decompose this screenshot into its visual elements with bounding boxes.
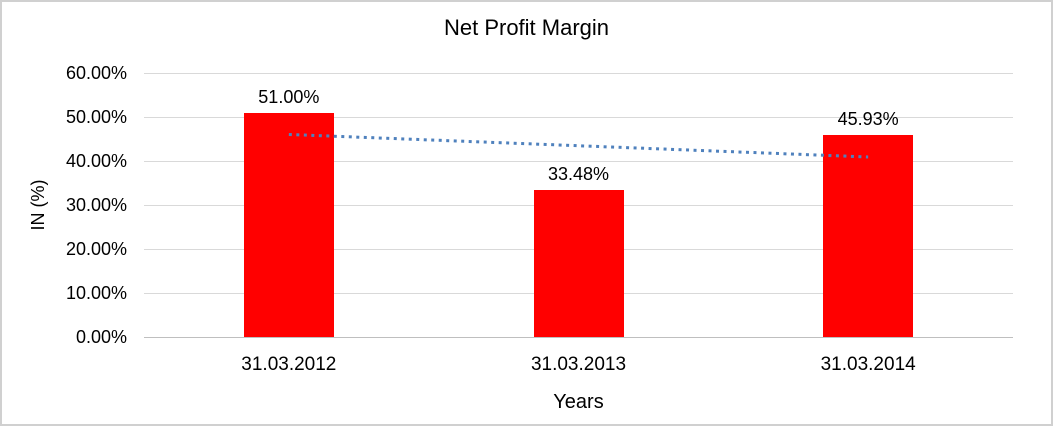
x-axis-line: [144, 337, 1013, 338]
bar: [823, 134, 914, 337]
y-tick-label: 50.00%: [65, 107, 127, 127]
bar: [533, 189, 624, 337]
gridline: [144, 73, 1013, 74]
gridline: [144, 117, 1013, 118]
x-axis-title: Years: [553, 391, 604, 413]
x-tick-label: 31.03.2013: [530, 354, 627, 375]
bar: [243, 112, 334, 337]
y-tick-label: 60.00%: [65, 63, 127, 83]
chart-title: Net Profit Margin: [443, 15, 610, 40]
y-tick-label: 20.00%: [65, 239, 127, 259]
y-tick-label: 40.00%: [65, 151, 127, 171]
gridline: [144, 161, 1013, 162]
bar-value-label: 33.48%: [547, 163, 610, 184]
bar-value-label: 51.00%: [258, 86, 320, 107]
bar-value-label: 45.93%: [837, 108, 899, 129]
y-tick-label: 0.00%: [75, 327, 127, 347]
x-tick-label: 31.03.2012: [241, 354, 337, 375]
y-tick-label: 10.00%: [65, 283, 127, 303]
trendline: [288, 132, 869, 159]
y-tick-label: 30.00%: [65, 195, 127, 215]
x-tick-label: 31.03.2014: [820, 354, 916, 375]
